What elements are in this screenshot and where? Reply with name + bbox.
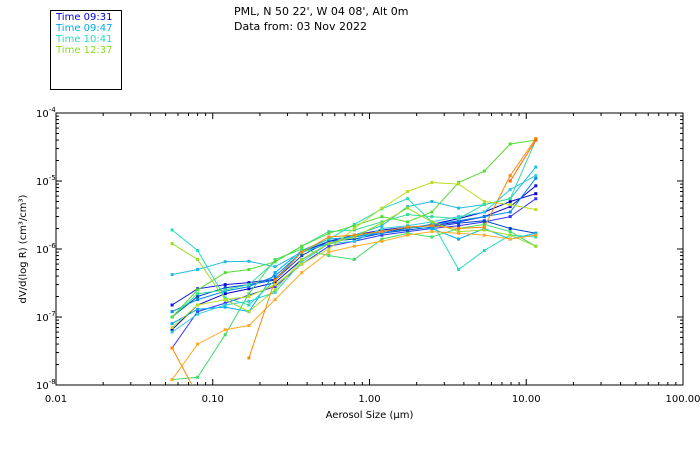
y-tick-label: 10-7 bbox=[36, 310, 56, 324]
legend-entry: Time 09:47 bbox=[56, 23, 113, 34]
legend-entry: Time 10:41 bbox=[56, 34, 113, 45]
series-line bbox=[171, 220, 536, 318]
y-tick-label: 10-6 bbox=[36, 242, 56, 256]
legend-entry: Time 09:31 bbox=[56, 12, 113, 23]
series-line bbox=[171, 181, 536, 328]
series-line bbox=[509, 139, 537, 182]
x-tick-label: 1.00 bbox=[358, 394, 380, 405]
series-line bbox=[171, 347, 193, 385]
x-axis-label: Aerosol Size (µm) bbox=[326, 410, 414, 421]
series-line bbox=[172, 223, 537, 381]
y-tick-label: 10-8 bbox=[36, 378, 56, 392]
legend-box: Time 09:31 Time 09:47 Time 10:41 Time 12:37 bbox=[50, 10, 122, 90]
x-tick-label: 10.00 bbox=[512, 394, 541, 405]
x-tick-label: 100.00 bbox=[666, 394, 700, 405]
series-line bbox=[171, 207, 536, 313]
series-line bbox=[171, 139, 536, 318]
legend-entry: Time 12:37 bbox=[56, 45, 113, 56]
x-tick-label: 0.10 bbox=[202, 394, 224, 405]
series-line bbox=[248, 138, 537, 359]
y-tick-label: 10-5 bbox=[36, 174, 56, 188]
series-group bbox=[170, 137, 538, 397]
series-line bbox=[171, 231, 536, 380]
x-tick-label: 0.01 bbox=[45, 394, 67, 405]
y-tick-label: 10-4 bbox=[36, 106, 56, 120]
station-title: PML, N 50 22', W 04 08', Alt 0m bbox=[234, 5, 409, 18]
data-point bbox=[196, 394, 199, 397]
plot-frame bbox=[55, 112, 684, 386]
y-axis-label: dV/d(log R) (cm³/cm³) bbox=[18, 194, 29, 303]
data-date: Data from: 03 Nov 2022 bbox=[234, 20, 368, 33]
